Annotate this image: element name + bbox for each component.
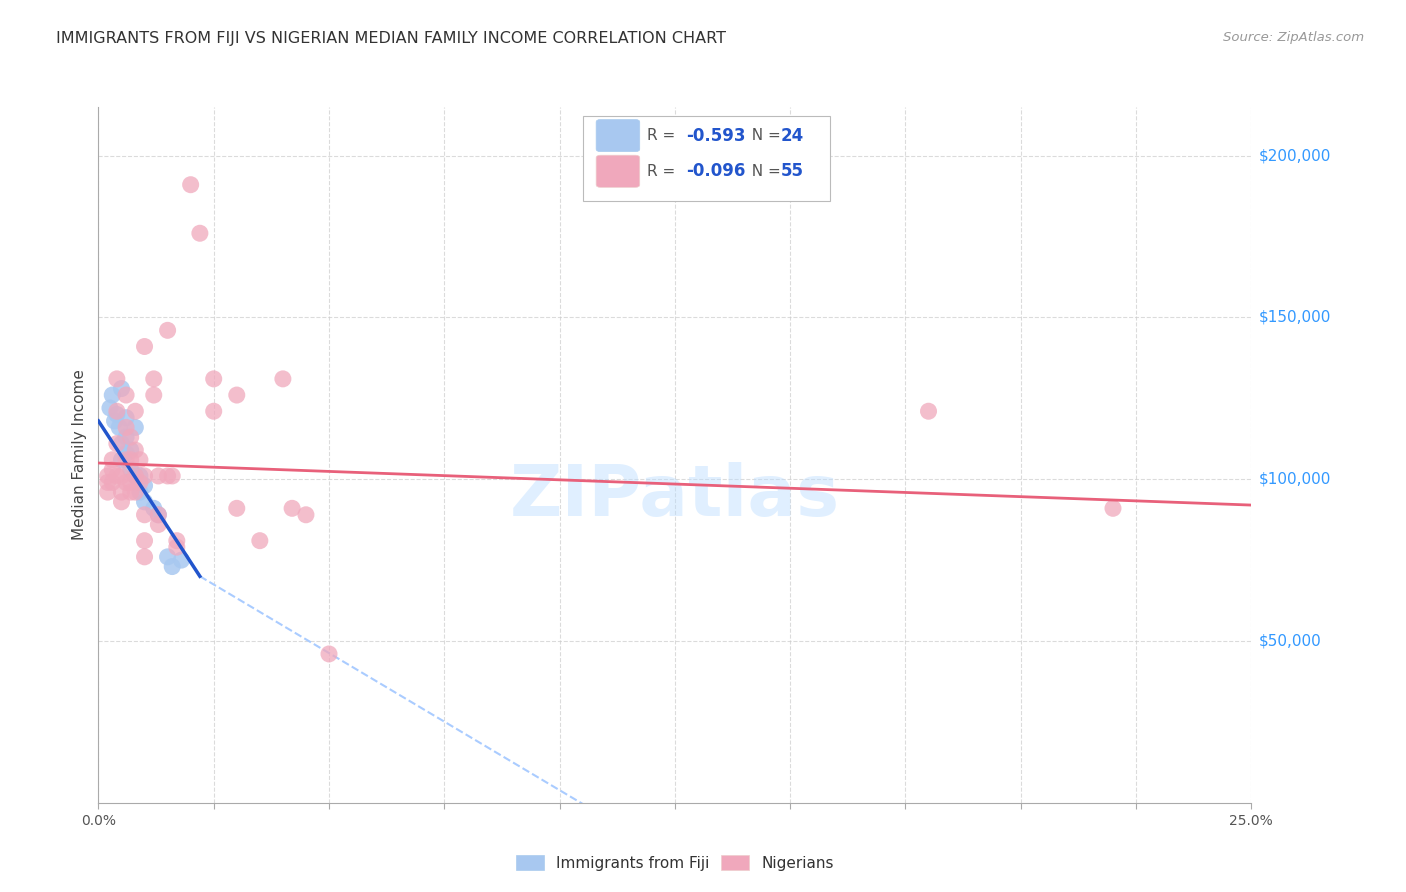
Point [105,404,128,418]
Point [97,485,120,500]
Point [97,475,120,490]
Point [115,475,138,490]
Point [134,469,156,483]
Point [103,414,125,428]
Point [110,436,132,450]
Point [166,533,188,548]
Point [180,178,202,192]
Point [156,323,179,337]
Point [1102,501,1125,516]
Point [108,420,131,434]
Point [110,495,132,509]
Point [115,420,138,434]
Point [156,469,179,483]
Text: $200,000: $200,000 [1258,148,1330,163]
Point [134,478,156,492]
Point [124,469,146,483]
Text: Source: ZipAtlas.com: Source: ZipAtlas.com [1223,31,1364,45]
Point [98,401,121,415]
Text: $100,000: $100,000 [1258,472,1330,487]
Text: $50,000: $50,000 [1258,633,1322,648]
Point [124,485,146,500]
Point [129,469,152,483]
Point [134,339,156,353]
Text: -0.096: -0.096 [686,162,745,180]
Point [166,540,188,554]
Point [142,501,165,516]
Point [105,469,128,483]
Point [225,501,247,516]
Point [134,508,156,522]
Point [134,495,156,509]
Point [134,533,156,548]
Point [148,517,170,532]
Text: N =: N = [742,128,786,143]
Point [202,404,225,418]
Point [101,388,124,402]
Point [170,553,193,567]
Point [124,469,146,483]
Point [318,647,340,661]
Text: 55: 55 [780,162,803,180]
Point [160,469,183,483]
Point [281,501,304,516]
Point [120,475,142,490]
Point [249,533,271,548]
Text: R =: R = [647,128,681,143]
Point [115,430,138,444]
Point [124,404,146,418]
Text: ZIPatlas: ZIPatlas [510,462,839,531]
Point [115,410,138,425]
Point [295,508,318,522]
Point [120,430,142,444]
Point [188,226,211,240]
Text: R =: R = [647,164,681,178]
Point [115,452,138,467]
Point [115,446,138,460]
Point [156,549,179,564]
Point [202,372,225,386]
Point [101,462,124,476]
Point [120,462,142,476]
Point [148,508,170,522]
Point [105,372,128,386]
Text: N =: N = [742,164,786,178]
Point [148,508,170,522]
Point [142,372,165,386]
Point [101,475,124,490]
Text: -0.593: -0.593 [686,127,745,145]
Point [105,436,128,450]
Point [97,469,120,483]
Legend: Immigrants from Fiji, Nigerians: Immigrants from Fiji, Nigerians [512,850,838,875]
Point [120,452,142,467]
Point [105,408,128,422]
Text: 24: 24 [780,127,804,145]
Point [110,485,132,500]
Point [129,452,152,467]
Point [917,404,939,418]
Point [120,443,142,458]
Y-axis label: Median Family Income: Median Family Income [72,369,87,541]
Point [271,372,294,386]
Point [110,469,132,483]
Point [124,420,146,434]
Point [129,475,152,490]
Point [142,388,165,402]
Point [148,469,170,483]
Point [110,382,132,396]
Point [124,443,146,458]
Point [120,485,142,500]
Point [115,388,138,402]
Point [129,485,152,500]
Point [160,559,183,574]
Point [101,452,124,467]
Text: IMMIGRANTS FROM FIJI VS NIGERIAN MEDIAN FAMILY INCOME CORRELATION CHART: IMMIGRANTS FROM FIJI VS NIGERIAN MEDIAN … [56,31,727,46]
Text: $150,000: $150,000 [1258,310,1330,325]
Point [110,452,132,467]
Point [225,388,247,402]
Point [134,549,156,564]
